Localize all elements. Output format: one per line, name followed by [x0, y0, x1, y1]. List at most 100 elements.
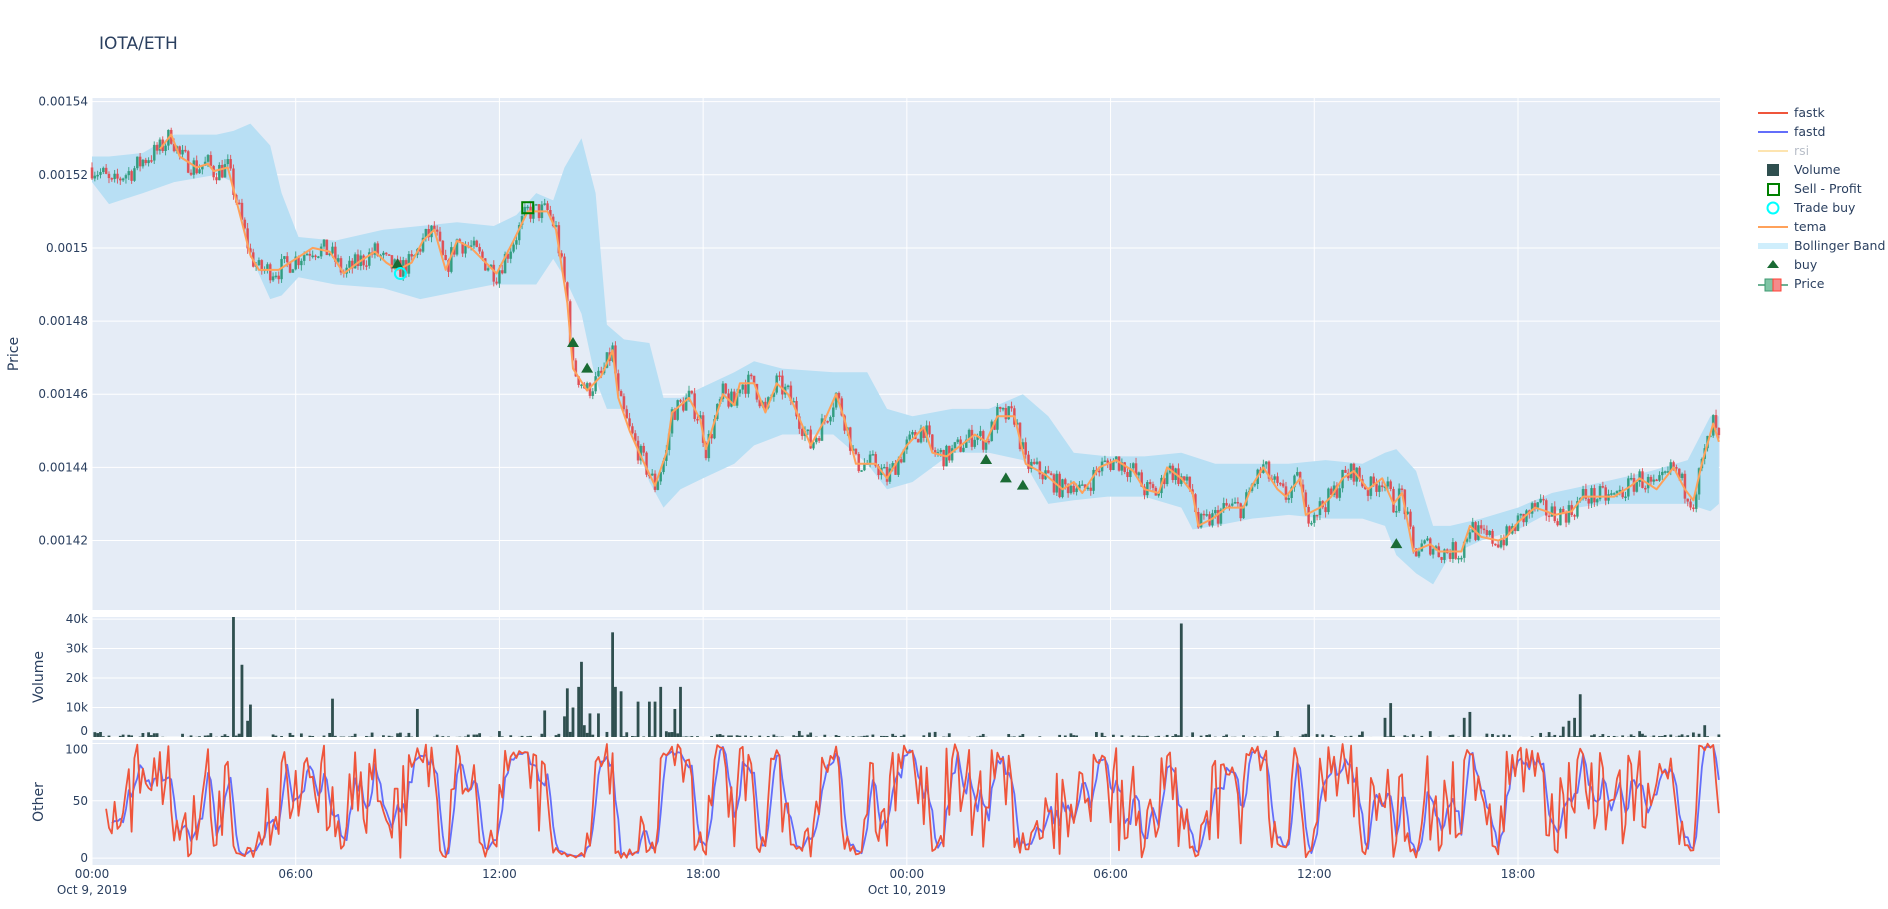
candle-body [1561, 508, 1565, 513]
volume-bar [526, 736, 530, 737]
volume-bar [1590, 735, 1593, 737]
volume-bar [121, 734, 125, 737]
candle-body [588, 383, 592, 396]
y-tick-label: 0.00154 [38, 95, 88, 109]
legend-item-buy[interactable]: buy [1767, 257, 1818, 272]
candle-body [1052, 474, 1056, 493]
legend-item-volume[interactable]: Volume [1767, 162, 1841, 177]
volume-bar [1095, 732, 1098, 737]
candle-body [226, 159, 230, 165]
candle-body [1021, 442, 1025, 450]
volume-bar [653, 701, 657, 737]
candle-body [967, 429, 971, 440]
volume-bar [591, 734, 595, 737]
volume-bar [1304, 733, 1308, 737]
volume-bar [1298, 736, 1302, 737]
volume-bar [390, 736, 394, 737]
y-tick-label: 0 [80, 724, 88, 738]
candle-body [1423, 540, 1426, 544]
volume-bar [291, 735, 295, 737]
candle-body [121, 178, 125, 181]
volume-bar [933, 731, 937, 737]
volume-bar [571, 707, 575, 737]
buy-marker [999, 472, 1012, 483]
candle-body [1556, 521, 1559, 526]
candle-body [1066, 484, 1070, 494]
candle-body [1448, 553, 1452, 559]
candle-body [1587, 498, 1591, 504]
volume-bar [981, 733, 985, 737]
candle-body [1624, 496, 1627, 498]
candle-body [447, 260, 450, 272]
candle-body [390, 255, 394, 269]
legend-item-price[interactable]: Price [1758, 276, 1825, 292]
volume-bar [563, 716, 566, 737]
legend-item-sell-profit[interactable]: Sell - Profit [1767, 181, 1862, 196]
buy-marker [566, 337, 579, 348]
candle-body [297, 256, 300, 266]
candle-body [679, 400, 682, 402]
candle-body [1692, 507, 1695, 510]
legend-item-fastk[interactable]: fastk [1758, 105, 1825, 120]
candle-body [1202, 513, 1206, 516]
candle-body [127, 171, 131, 176]
legend-label: rsi [1794, 143, 1809, 158]
candle-body [288, 262, 292, 273]
candle-body [1426, 538, 1429, 541]
volume-bar [1075, 735, 1079, 737]
candle-body [110, 178, 114, 180]
candle-body [1103, 460, 1107, 463]
candle-body [135, 156, 139, 169]
candle-body [1477, 525, 1480, 540]
volume-bar [749, 736, 753, 737]
volume-bar [676, 733, 680, 737]
candle-body [877, 466, 880, 476]
candle-body [1290, 487, 1293, 499]
candle-body [1547, 515, 1551, 518]
candle-body [283, 256, 286, 259]
candle-body [104, 167, 108, 174]
legend-item-trade-buy[interactable]: Trade buy [1766, 200, 1857, 215]
candle-body [1069, 485, 1073, 494]
candle-body [826, 421, 829, 423]
volume-bar [1253, 736, 1257, 737]
x-tick-label: 18:00 [686, 867, 721, 881]
candle-body [939, 449, 943, 453]
candle-body [517, 225, 521, 241]
legend-item-fastd[interactable]: fastd [1758, 124, 1825, 139]
volume-bar [899, 736, 903, 737]
candle-body [523, 206, 527, 217]
candle-body [325, 239, 329, 256]
volume-bar [147, 732, 150, 737]
volume-bar [823, 734, 827, 737]
volume-bar [577, 686, 581, 737]
volume-bar [580, 661, 583, 737]
volume-bar [234, 735, 238, 737]
volume-bar [1103, 736, 1107, 737]
volume-bar [902, 734, 906, 737]
volume-bar [744, 735, 747, 737]
candle-body [1140, 472, 1143, 487]
volume-bar [834, 735, 838, 737]
volume-axis-title: Volume [31, 651, 47, 703]
candle-body [1310, 522, 1313, 525]
x-tick-label: 18:00 [1501, 867, 1536, 881]
legend-item-tema[interactable]: tema [1758, 219, 1826, 234]
candle-body [732, 391, 736, 406]
candle-body [1663, 471, 1667, 473]
volume-bar [1428, 731, 1432, 737]
candle-body [515, 240, 518, 245]
volume-bar [1559, 735, 1562, 737]
candle-body [1123, 462, 1127, 473]
candle-body [1550, 506, 1554, 517]
candle-body [1163, 477, 1166, 485]
candle-body [1047, 470, 1050, 474]
candle-body [653, 473, 657, 490]
candle-body [953, 442, 957, 449]
legend-item-rsi[interactable]: rsi [1758, 143, 1809, 158]
other-axis-title: Other [31, 782, 47, 822]
legend-item-bollinger-band[interactable]: Bollinger Band [1758, 238, 1885, 253]
band-icon [1758, 243, 1788, 249]
candle-body [1482, 528, 1486, 531]
candle-body [486, 268, 490, 271]
